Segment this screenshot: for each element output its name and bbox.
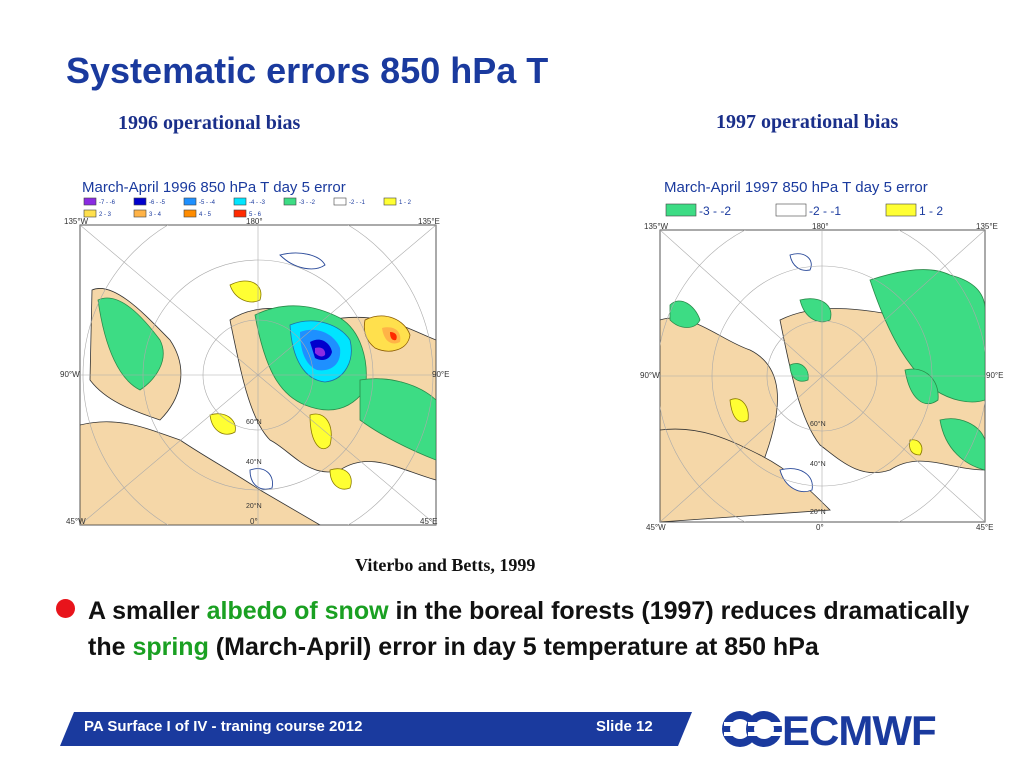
map-1996-label: 20°N bbox=[246, 502, 262, 510]
legend-label: -5 - -4 bbox=[199, 200, 216, 206]
legend-label: -7 - -6 bbox=[99, 200, 116, 206]
legend-swatch bbox=[183, 197, 197, 206]
legend-swatch bbox=[775, 203, 807, 217]
map-1997-title: March-April 1997 850 hPa T day 5 error bbox=[664, 179, 928, 196]
legend-label: 5 - 6 bbox=[249, 212, 262, 218]
legend-label: -6 - -5 bbox=[149, 200, 166, 206]
map-1997-label: 20°N bbox=[810, 508, 826, 516]
map-1996-title: March-April 1996 850 hPa T day 5 error bbox=[82, 179, 346, 196]
map-1996-legend: -7 - -6 -6 - -5 -5 - -4 -4 - -3 -3 - -2 -2 - … bbox=[83, 197, 412, 218]
legend-swatch bbox=[885, 203, 917, 217]
map-1997-label: 180° bbox=[812, 222, 829, 231]
legend-label: 1 - 2 bbox=[399, 200, 412, 206]
legend-swatch bbox=[665, 203, 697, 217]
map-1997-label: 40°N bbox=[810, 460, 826, 468]
slide-title: Systematic errors 850 hPa T bbox=[66, 50, 549, 91]
legend-swatch bbox=[133, 197, 147, 206]
map-1996-label: 90°W bbox=[60, 370, 80, 379]
map-1996-label: 135°W bbox=[64, 217, 89, 226]
legend-label: 3 - 4 bbox=[149, 212, 162, 218]
legend-swatch bbox=[133, 209, 147, 218]
bullet-dot-icon bbox=[56, 599, 75, 618]
map-1997: March-April 1997 850 hPa T day 5 error -… bbox=[640, 170, 1008, 532]
citation: Viterbo and Betts, 1999 bbox=[355, 555, 536, 575]
bullet-text-part: in the boreal forests (1997) reduces dra… bbox=[88, 597, 970, 661]
map-1997-label: 90°E bbox=[986, 371, 1003, 380]
footer-slide-number: Slide 12 bbox=[596, 718, 653, 735]
legend-swatch bbox=[183, 209, 197, 218]
legend-swatch bbox=[233, 197, 247, 206]
map-1997-label: 45°E bbox=[976, 523, 993, 532]
legend-swatch bbox=[283, 197, 297, 206]
highlight-spring: spring bbox=[132, 633, 209, 661]
legend-label: -2 - -1 bbox=[809, 204, 841, 218]
legend-label: -3 - -2 bbox=[299, 200, 316, 206]
map-1997-label: 90°W bbox=[640, 371, 660, 380]
ecmwf-logo: ECMWF bbox=[722, 707, 937, 754]
legend-label: -2 - -1 bbox=[349, 200, 366, 206]
map-1997-label: 0° bbox=[816, 523, 824, 532]
footer-bar bbox=[60, 712, 692, 746]
logo-text: ECMWF bbox=[782, 707, 936, 754]
legend-label: 2 - 3 bbox=[99, 212, 112, 218]
map-1996-label: 0° bbox=[250, 517, 258, 526]
map-1997-legend: -3 - -2 -2 - -1 1 - 2 bbox=[665, 203, 943, 218]
legend-swatch bbox=[383, 197, 397, 206]
map-1996-label: 60°N bbox=[246, 418, 262, 426]
highlight-albedo: albedo of snow bbox=[206, 597, 389, 625]
map-1997-label: 135°W bbox=[644, 222, 669, 231]
map-1997-label: 60°N bbox=[810, 420, 826, 428]
map-1996: March-April 1996 850 hPa T day 5 error -… bbox=[60, 170, 450, 532]
legend-swatch bbox=[333, 197, 347, 206]
legend-swatch bbox=[83, 209, 97, 218]
map-1996-label: 45°W bbox=[66, 517, 86, 526]
legend-swatch bbox=[83, 197, 97, 206]
caption-1996: 1996 operational bias bbox=[118, 112, 301, 134]
map-1996-label: 40°N bbox=[246, 458, 262, 466]
map-1996-label: 90°E bbox=[432, 370, 449, 379]
map-1996-label: 45°E bbox=[420, 517, 437, 526]
map-1996-label: 135°E bbox=[418, 217, 440, 226]
bullet-text-part: A smaller bbox=[88, 597, 207, 625]
legend-label: -3 - -2 bbox=[699, 204, 731, 218]
map-1996-label: 180° bbox=[246, 217, 263, 226]
bullet-point: A smaller albedo of snow in the boreal f… bbox=[56, 593, 986, 665]
legend-label: -4 - -3 bbox=[249, 200, 266, 206]
map-1997-label: 45°W bbox=[646, 523, 666, 532]
bullet-text: A smaller albedo of snow in the boreal f… bbox=[88, 593, 986, 665]
legend-swatch bbox=[233, 209, 247, 218]
footer-course: PA Surface I of IV - traning course 2012 bbox=[84, 718, 363, 735]
map-1997-label: 135°E bbox=[976, 222, 998, 231]
legend-label: 4 - 5 bbox=[199, 212, 212, 218]
bullet-text-part: (March-April) error in day 5 temperature… bbox=[208, 633, 819, 661]
caption-1997: 1997 operational bias bbox=[716, 111, 899, 133]
legend-label: 1 - 2 bbox=[919, 204, 943, 218]
